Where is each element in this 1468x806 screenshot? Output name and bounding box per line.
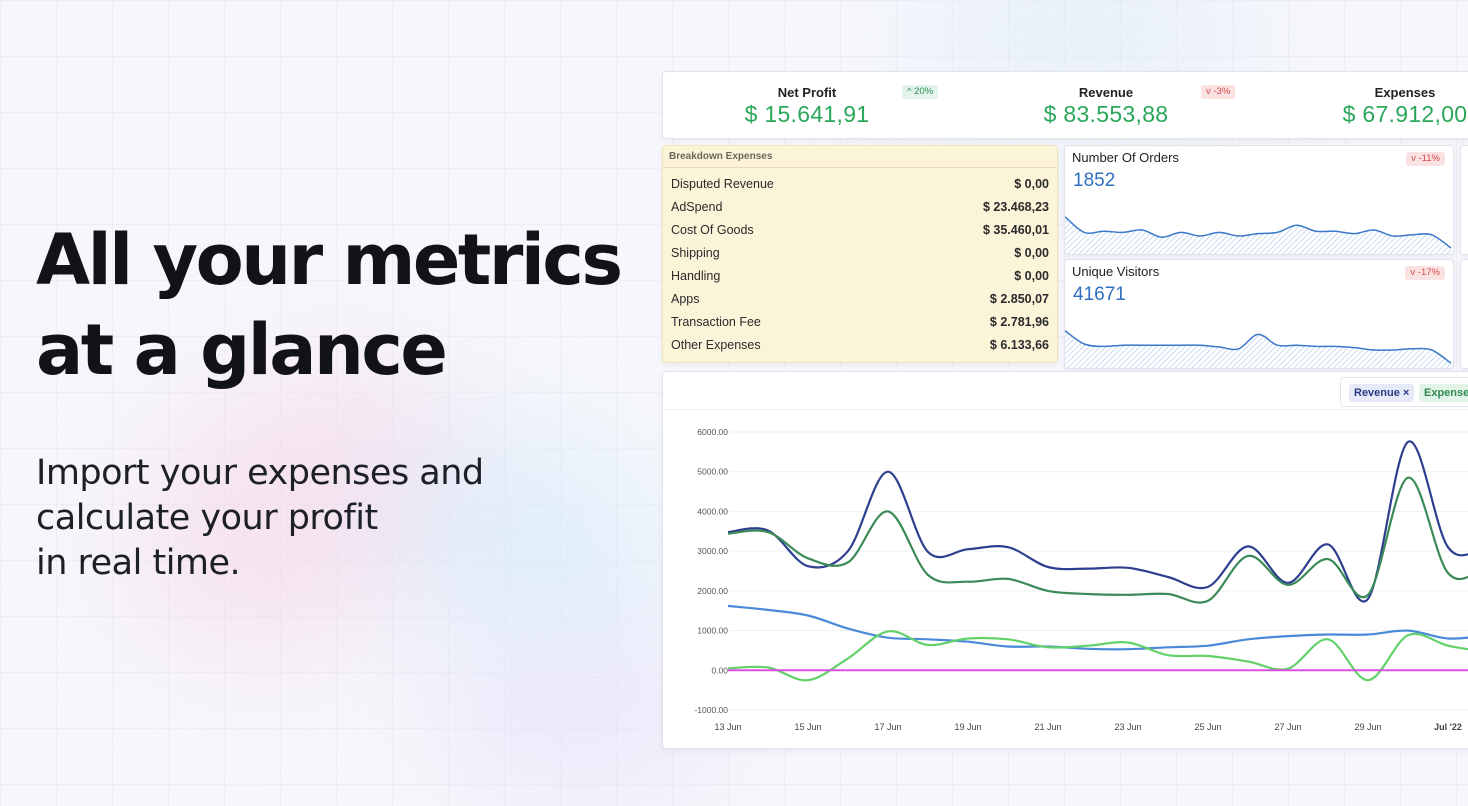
breakdown-row: Other Expenses $ 6.133,66 (671, 335, 1049, 358)
change-badge: v -17% (1405, 266, 1445, 280)
x-tick-label: 13 Jun (714, 722, 741, 732)
breakdown-row: Cost Of Goods $ 35.460,01 (671, 220, 1049, 243)
headline-line: at a glance (36, 309, 448, 391)
kpi-revenue[interactable]: Revenue $ 83.553,88 v -3% (1006, 72, 1306, 140)
partial-card (1460, 259, 1468, 369)
sparkline-area (1065, 330, 1451, 368)
row-name: Handling (671, 269, 721, 283)
kpi-label: Revenue (1078, 85, 1134, 100)
sparkline-area (1065, 216, 1451, 254)
breakdown-expenses-card: Breakdown Expenses Disputed Revenue $ 0,… (662, 145, 1058, 363)
breakdown-row: Transaction Fee $ 2.781,96 (671, 312, 1049, 335)
sparkline (1065, 216, 1452, 254)
breakdown-row: Disputed Revenue $ 0,00 (671, 174, 1049, 197)
series-line (727, 604, 1468, 651)
row-amount: $ 0,00 (1014, 246, 1049, 260)
series-line (727, 440, 1468, 603)
series-line (727, 476, 1468, 604)
headline-line: All your metrics (36, 219, 623, 301)
x-tick-label: 27 Jun (1274, 722, 1301, 732)
y-tick-label: 4000.00 (697, 506, 728, 516)
headline: All your metrics at a glance (36, 215, 636, 395)
row-name: Disputed Revenue (671, 177, 774, 191)
subheadline-line: Import your expenses and (36, 453, 484, 493)
kpi-value: $ 83.553,88 (1043, 101, 1169, 127)
sparkline-line (1065, 330, 1452, 364)
breakdown-row: Apps $ 2.850,07 (671, 289, 1049, 312)
card-title: Number Of Orders (1072, 150, 1179, 165)
row-amount: $ 2.781,96 (989, 315, 1049, 329)
sparkline-line (1065, 216, 1452, 249)
change-badge: v -11% (1406, 152, 1445, 166)
kpi-label: Net Profit (777, 85, 837, 100)
subheadline-line: calculate your profit (36, 498, 378, 538)
card-title: Unique Visitors (1072, 264, 1160, 279)
y-tick-label: 0.00 (711, 665, 728, 675)
row-name: Shipping (671, 246, 720, 260)
card-value: 1852 (1073, 170, 1116, 191)
card-title: Breakdown Expenses (663, 146, 1057, 168)
y-tick-label: 3000.00 (697, 546, 728, 556)
x-tick-label: 21 Jun (1034, 722, 1061, 732)
x-tick-label: 17 Jun (874, 722, 901, 732)
row-amount: $ 0,00 (1014, 177, 1049, 191)
row-name: Cost Of Goods (671, 223, 754, 237)
x-tick-label: 23 Jun (1114, 722, 1141, 732)
y-tick-label: 5000.00 (697, 467, 728, 477)
row-amount: $ 35.460,01 (982, 223, 1049, 237)
kpi-expenses[interactable]: Expenses $ 67.912,00 (1305, 72, 1468, 140)
subheadline: Import your expenses and calculate your … (36, 451, 636, 586)
x-tick-label: 15 Jun (794, 722, 821, 732)
change-badge: v -3% (1201, 85, 1236, 99)
row-name: Apps (671, 292, 700, 306)
line-chart: 6000.00 5000.00 4000.00 3000.00 2000.00 1000.… (694, 427, 1468, 732)
kpi-value: $ 15.641,91 (744, 101, 870, 127)
y-tick-label: 6000.00 (697, 427, 728, 437)
row-amount: $ 23.468,23 (982, 200, 1049, 214)
card-value: 41671 (1073, 284, 1126, 305)
y-tick-label: 2000.00 (697, 586, 728, 596)
row-amount: $ 0,00 (1014, 269, 1049, 283)
kpi-label: Expenses (1374, 85, 1436, 100)
row-name: AdSpend (671, 200, 723, 214)
divider (663, 409, 1468, 410)
breakdown-row: Handling $ 0,00 (671, 266, 1049, 289)
visitors-card[interactable]: Unique Visitors v -17% 41671 (1064, 259, 1454, 369)
main-chart-card: Revenue × Expenses 6000.00 5000.00 4000.00… (662, 371, 1468, 749)
breakdown-row: Shipping $ 0,00 (671, 243, 1049, 266)
legend: Revenue × Expenses (1340, 377, 1468, 407)
hero: All your metrics at a glance Import your… (36, 215, 636, 586)
orders-card[interactable]: Number Of Orders v -11% 1852 (1064, 145, 1454, 255)
x-tick-label: Jul '22 (1434, 722, 1462, 732)
subheadline-line: in real time. (36, 543, 241, 583)
x-tick-label: 19 Jun (954, 722, 981, 732)
kpi-net-profit[interactable]: Net Profit $ 15.641,91 ^ 20% (707, 72, 1007, 140)
row-name: Transaction Fee (671, 315, 761, 329)
series-line (727, 630, 1468, 682)
sparkline (1065, 330, 1452, 368)
change-badge: ^ 20% (902, 85, 939, 99)
x-tick-label: 29 Jun (1354, 722, 1381, 732)
row-amount: $ 6.133,66 (989, 338, 1049, 352)
x-tick-label: 25 Jun (1194, 722, 1221, 732)
y-tick-label: -1000.00 (694, 705, 728, 715)
legend-chip-expenses[interactable]: Expenses (1419, 384, 1468, 402)
y-tick-label: 1000.00 (697, 626, 728, 636)
row-amount: $ 2.850,07 (989, 292, 1049, 306)
row-name: Other Expenses (671, 338, 761, 352)
legend-chip-revenue[interactable]: Revenue × (1349, 384, 1415, 402)
partial-card (1460, 145, 1468, 255)
breakdown-row: AdSpend $ 23.468,23 (671, 197, 1049, 220)
kpi-value: $ 67.912,00 (1342, 101, 1468, 127)
kpi-bar: Net Profit $ 15.641,91 ^ 20% Revenue $ 8… (662, 71, 1468, 139)
